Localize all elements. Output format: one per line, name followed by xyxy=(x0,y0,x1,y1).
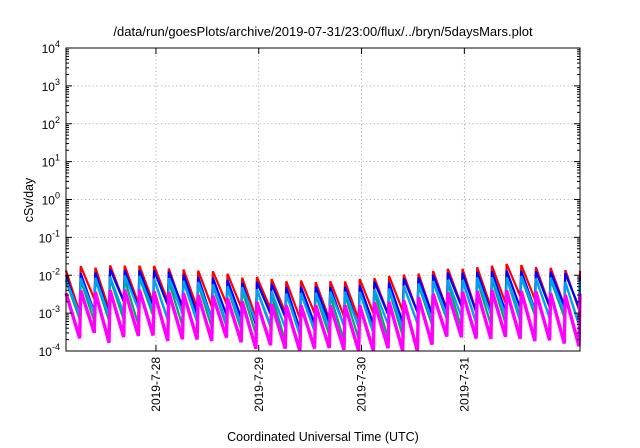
x-tick-label: 2019-7-30 xyxy=(355,357,369,412)
y-tick-exponent: 0 xyxy=(55,191,60,201)
y-tick-label: 101 xyxy=(42,153,60,170)
y-tick-label: 10-4 xyxy=(39,342,60,359)
y-axis-label: cSv/day xyxy=(22,177,36,222)
y-tick-exponent: 3 xyxy=(55,77,60,87)
y-tick-exponent: -3 xyxy=(52,304,60,314)
y-tick-base: 10 xyxy=(39,307,53,321)
y-tick-exponent: 4 xyxy=(55,39,60,49)
y-tick-label: 10-2 xyxy=(39,266,60,283)
x-axis-label: Coordinated Universal Time (UTC) xyxy=(227,430,419,444)
y-tick-base: 10 xyxy=(39,269,53,283)
y-tick-exponent: -1 xyxy=(52,228,60,238)
x-tick-label: 2019-7-28 xyxy=(149,357,163,412)
series-group xyxy=(64,263,582,352)
x-tick-label: 2019-7-31 xyxy=(457,357,471,412)
y-tick-base: 10 xyxy=(42,80,56,94)
y-tick-base: 10 xyxy=(42,118,56,132)
y-tick-label: 100 xyxy=(42,191,60,208)
y-tick-base: 10 xyxy=(42,42,56,56)
y-tick-base: 10 xyxy=(39,231,53,245)
y-tick-label: 102 xyxy=(42,115,60,132)
y-tick-exponent: -4 xyxy=(52,342,60,352)
y-tick-label: 104 xyxy=(42,39,60,56)
series-line xyxy=(64,289,582,352)
y-tick-base: 10 xyxy=(42,156,56,170)
grid xyxy=(66,48,580,351)
y-tick-base: 10 xyxy=(39,345,53,359)
y-tick-exponent: 1 xyxy=(55,153,60,163)
chart-title: /data/run/goesPlots/archive/2019-07-31/2… xyxy=(113,24,533,39)
y-tick-exponent: -2 xyxy=(52,266,60,276)
y-tick-label: 103 xyxy=(42,77,60,94)
y-tick-label: 10-3 xyxy=(39,304,60,321)
x-axis: 2019-7-28 2019-7-29 2019-7-30 2019-7-31 xyxy=(149,48,471,412)
y-tick-base: 10 xyxy=(42,194,56,208)
y-tick-label: 10-1 xyxy=(39,228,60,245)
y-tick-exponent: 2 xyxy=(55,115,60,125)
x-tick-label: 2019-7-29 xyxy=(252,357,266,412)
